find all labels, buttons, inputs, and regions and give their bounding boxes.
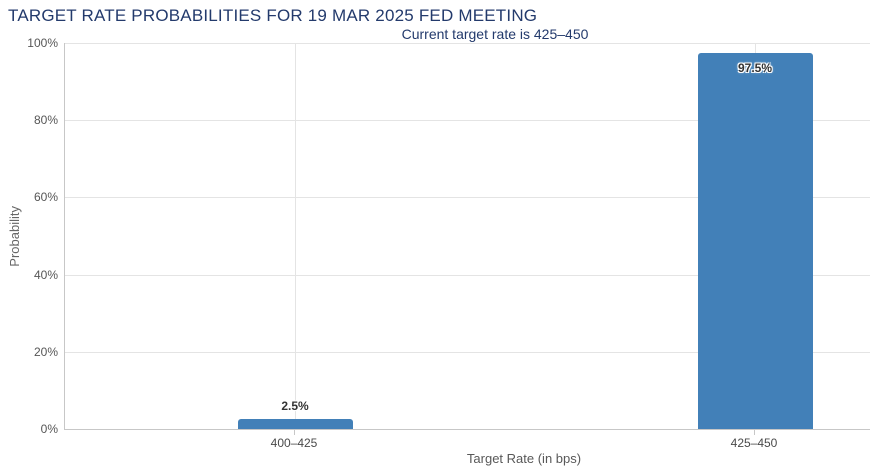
x-tick-mark-1 (294, 430, 295, 435)
bar-425–450[interactable] (697, 52, 813, 429)
y-gridline-60 (65, 197, 870, 199)
x-axis-title: Target Rate (in bps) (466, 451, 582, 466)
chart-title: TARGET RATE PROBABILITIES FOR 19 MAR 202… (8, 6, 538, 25)
y-tick-label-40: 40% (33, 267, 58, 282)
x-gridline-1 (295, 43, 296, 429)
y-tick-label-0: 0% (40, 422, 58, 436)
y-gridline-40 (65, 274, 870, 276)
x-tick-label-400–425: 400–425 (270, 436, 318, 450)
y-gridline-80 (65, 120, 870, 122)
bar-value-label-400–425: 2.5% (281, 399, 309, 414)
y-axis-title-text: Probability (6, 205, 22, 267)
y-gridline-100 (65, 43, 870, 44)
bar-value-label-425–450: 97.5% (737, 60, 773, 75)
y-gridline-20 (65, 351, 870, 353)
y-tick-label-80: 80% (33, 113, 58, 128)
y-tick-label-60: 60% (33, 190, 58, 205)
plot-area: 2.5% 97.5% (64, 43, 870, 430)
y-axis-title: Probability (2, 43, 26, 429)
x-tick-label-425–450: 425–450 (730, 436, 778, 450)
y-tick-label-20: 20% (33, 344, 58, 359)
chart-subtitle: Current target rate is 425–450 (401, 26, 589, 42)
x-tick-mark-2 (754, 430, 755, 435)
bar-400–425[interactable] (237, 419, 353, 429)
y-tick-label-100: 100% (27, 36, 58, 50)
